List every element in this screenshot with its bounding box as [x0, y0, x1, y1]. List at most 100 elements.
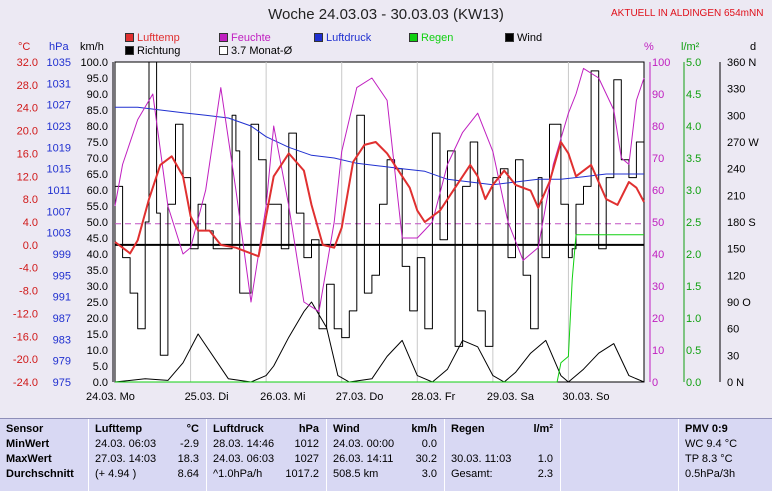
legend-label: Richtung: [137, 45, 181, 57]
legend-label: 3.7 Monat-Ø: [231, 45, 293, 57]
wind-tick-label: 80.0: [87, 121, 108, 133]
pressure-tick-label: 1027: [47, 100, 71, 112]
weather-chart: 32.0 28.0 24.0 20.0 16.0 12.0 8.0 4.0 0.0 -4.0 -8.…: [13, 57, 759, 403]
humidity-tick-label: 50: [652, 217, 664, 229]
rain-tick-label: 4.0: [686, 121, 701, 133]
wind-tick-label: 0.0: [93, 377, 108, 389]
legend-item-0: Lufttemp: [125, 32, 180, 44]
direction-tick-label: 180 S: [727, 217, 756, 229]
legend-swatch: [125, 33, 134, 42]
temp-tick-label: -24.0: [13, 377, 38, 389]
legend-label: Feuchte: [231, 32, 271, 44]
stats-rain-total-value: 2.3: [537, 468, 553, 480]
pressure-unit-label: hPa: [49, 41, 69, 53]
stats-temp-head: Lufttemp: [95, 423, 143, 435]
x-tick-label: 25.03. Di: [185, 391, 229, 403]
stats-temp-max-value: 18.3: [177, 453, 199, 465]
direction-tick-label: 0 N: [727, 377, 744, 389]
temp-tick-label: 8.0: [23, 194, 38, 206]
temp-tick-label: 0.0: [23, 240, 38, 252]
temp-tick-label: -8.0: [19, 286, 38, 298]
stats-pressure-col: Luftdruck hPa 28.03. 14:46 1012 24.03. 06:…: [206, 419, 325, 491]
pressure-tick-label: 1007: [47, 206, 71, 218]
wind-tick-label: 35.0: [87, 265, 108, 277]
wind-tick-label: 75.0: [87, 137, 108, 149]
wind-tick-label: 60.0: [87, 185, 108, 197]
wind-tick-label: 45.0: [87, 233, 108, 245]
x-tick-label: 28.03. Fr: [411, 391, 455, 403]
rain-tick-label: 2.5: [686, 217, 701, 229]
legend-swatch: [314, 33, 323, 42]
pressure-tick-label: 1015: [47, 164, 71, 176]
legend-swatch: [125, 46, 134, 55]
humidity-tick-label: 40: [652, 249, 664, 261]
direction-tick-label: 90 O: [727, 297, 751, 309]
wind-tick-label: 40.0: [87, 249, 108, 261]
stats-empty-col: [560, 419, 677, 491]
rain-tick-label: 1.0: [686, 313, 701, 325]
temp-tick-label: 28.0: [17, 80, 38, 92]
stats-min-label: MinWert: [6, 438, 50, 450]
x-tick-label: 30.03. So: [562, 391, 609, 403]
stats-avg-label: Durchschnitt: [6, 468, 74, 480]
location-alert: AKTUELL IN ALDINGEN 654mNN: [611, 8, 764, 19]
pressure-tick-label: 999: [53, 249, 71, 261]
wind-tick-label: 65.0: [87, 169, 108, 181]
stats-temp-min-value: -2.9: [180, 438, 199, 450]
rain-tick-label: 3.5: [686, 153, 701, 165]
temp-tick-label: 20.0: [17, 126, 38, 138]
humidity-unit-label: %: [644, 41, 654, 53]
temp-tick-label: -20.0: [13, 354, 38, 366]
temp-tick-label: 12.0: [17, 171, 38, 183]
pressure-tick-label: 991: [53, 292, 71, 304]
stats-pressure-max-value: 1027: [294, 453, 319, 465]
pressure-tick-label: 995: [53, 270, 71, 282]
stats-sensor-head: Sensor: [6, 423, 44, 435]
pressure-tick-label: 1003: [47, 228, 71, 240]
legend-label: Luftdruck: [326, 32, 372, 44]
rain-unit-label: l/m²: [681, 41, 700, 53]
pressure-tick-label: 1023: [47, 121, 71, 133]
direction-tick-label: 60: [727, 324, 739, 336]
rain-tick-label: 5.0: [686, 57, 701, 69]
stats-temp-col: Lufttemp °C 24.03. 06:03 -2.9 27.03. 14:03…: [88, 419, 205, 491]
humidity-tick-label: 10: [652, 345, 664, 357]
stats-wind-head: Wind: [333, 423, 360, 435]
wind-tick-label: 95.0: [87, 73, 108, 85]
direction-tick-label: 330: [727, 84, 745, 96]
humidity-tick-label: 80: [652, 121, 664, 133]
temp-tick-label: -16.0: [13, 331, 38, 343]
stats-max-label: MaxWert: [6, 453, 52, 465]
stats-panel: Sensor MinWert MaxWert Durchschnitt Luft…: [0, 418, 772, 491]
series-luftdruck: [115, 106, 644, 186]
legend-item-6: 3.7 Monat-Ø: [219, 45, 292, 57]
series-wind: [114, 301, 645, 383]
direction-tick-label: 360 N: [727, 57, 756, 69]
stats-rain-max-value: 1.0: [537, 453, 553, 465]
temp-tick-label: -12.0: [13, 308, 38, 320]
stats-rain-max-time: 30.03. 11:03: [451, 453, 512, 465]
pressure-tick-label: 983: [53, 334, 71, 346]
legend-label: Wind: [517, 32, 543, 44]
direction-tick-label: 150: [727, 244, 745, 256]
chart-title: Woche 24.03.03 - 30.03.03 (KW13): [268, 6, 504, 23]
humidity-tick-label: 30: [652, 281, 664, 293]
stats-pressure-avg-note: ^1.0hPa/h: [213, 468, 263, 480]
pressure-tick-label: 975: [53, 377, 71, 389]
humidity-tick-label: 0: [652, 377, 658, 389]
stats-temp-min-time: 24.03. 06:03: [95, 438, 157, 450]
stats-rain-col: Regen l/m² 30.03. 11:03 1.0 Gesamt: 2.3: [444, 419, 559, 491]
pressure-tick-label: 1011: [47, 185, 71, 197]
stats-temp-avg-value: 8.64: [177, 468, 199, 480]
rain-tick-label: 2.0: [686, 249, 701, 261]
legend-item-2: Luftdruck: [314, 32, 371, 44]
stats-pmv-head: PMV 0:9: [685, 423, 728, 435]
stats-pressure-min-time: 28.03. 14:46: [213, 438, 275, 450]
legend-item-4: Wind: [505, 32, 542, 44]
wind-tick-label: 90.0: [87, 89, 108, 101]
humidity-tick-label: 20: [652, 313, 664, 325]
stats-pmv-col: PMV 0:9 WC 9.4 °C TP 8.3 °C 0.5hPa/3h: [678, 419, 772, 491]
wind-tick-label: 55.0: [87, 201, 108, 213]
wind-tick-label: 10.0: [87, 345, 108, 357]
humidity-tick-label: 100: [652, 57, 670, 69]
